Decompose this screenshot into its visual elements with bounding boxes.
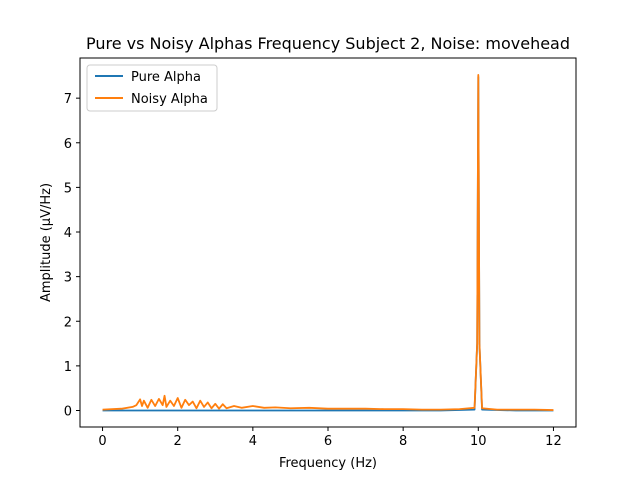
series-layer	[102, 74, 554, 412]
y-tick-label: 7	[64, 92, 72, 107]
legend: Pure Alpha Noisy Alpha	[86, 64, 218, 112]
y-tick-label: 0	[64, 404, 72, 419]
y-tick-label: 6	[64, 137, 72, 152]
x-axis-ticks: 0 2 4 6 8 10 12	[98, 427, 562, 449]
legend-label-noisy-alpha: Noisy Alpha	[131, 92, 208, 107]
y-tick-label: 3	[64, 271, 72, 286]
series-line-noisy-alpha	[102, 74, 554, 411]
y-tick-label: 4	[64, 226, 72, 241]
x-tick-label: 10	[470, 434, 487, 449]
chart-title: Pure vs Noisy Alphas Frequency Subject 2…	[86, 34, 570, 53]
y-axis-label: Amplitude (μV/Hz)	[39, 183, 54, 302]
x-axis-label: Frequency (Hz)	[279, 456, 377, 471]
x-tick-label: 4	[249, 434, 257, 449]
x-tick-label: 6	[324, 434, 332, 449]
y-tick-label: 2	[64, 315, 72, 330]
x-tick-label: 12	[545, 434, 562, 449]
x-tick-label: 0	[98, 434, 106, 449]
legend-label-pure-alpha: Pure Alpha	[131, 70, 201, 85]
x-tick-label: 2	[174, 434, 182, 449]
y-axis-ticks: 0 1 2 3 4 5 6 7	[64, 92, 80, 419]
x-tick-label: 8	[399, 434, 407, 449]
y-tick-label: 1	[64, 360, 72, 375]
y-tick-label: 5	[64, 181, 72, 196]
